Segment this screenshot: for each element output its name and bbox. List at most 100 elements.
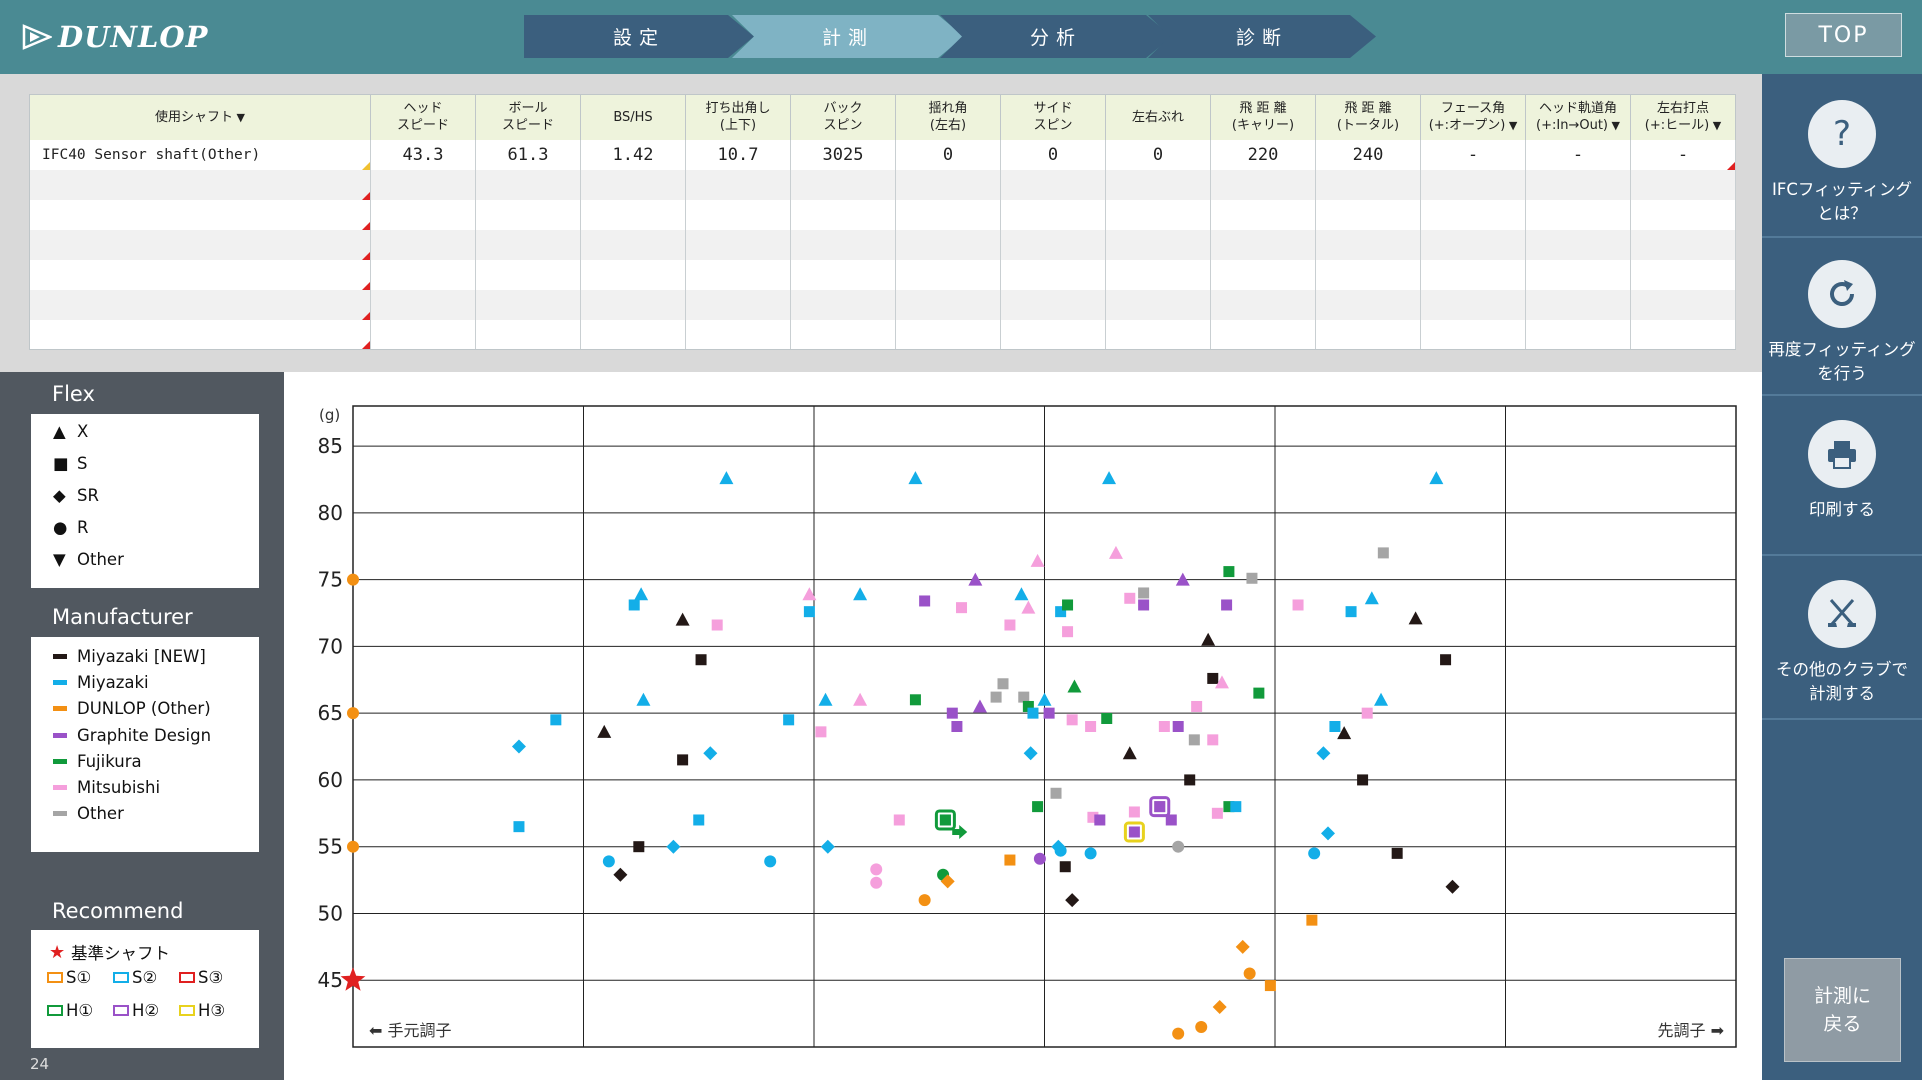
value-cell: [580, 199, 686, 230]
data-point-square: [1246, 572, 1258, 584]
back-to-measure-button[interactable]: 計測に 戻る: [1784, 958, 1901, 1062]
value-cell: [685, 229, 791, 260]
recommend-legend-item: S②: [113, 968, 157, 987]
data-point-square: [1158, 721, 1170, 732]
color-swatch-icon: [53, 680, 67, 686]
top-button[interactable]: TOP: [1785, 13, 1902, 57]
recommend-legend-item: H③: [179, 1001, 225, 1020]
column-header: 飛 距 離 (トータル): [1315, 94, 1421, 140]
value-cell: [1420, 229, 1526, 260]
sidebar-item-print[interactable]: 印刷する: [1762, 420, 1922, 556]
header-line: スピン: [1033, 118, 1073, 134]
flex-legend: ▲ X ■ S ◆ SR ● R ▼ Other: [31, 414, 259, 588]
flex-legend-item-sr: ◆ SR: [53, 486, 99, 505]
shaft-name-cell: [29, 259, 371, 290]
value-cell: 3025: [790, 139, 896, 170]
star-icon: ★: [49, 941, 66, 963]
data-point-square: [1391, 847, 1403, 859]
data-point-diamond: [1445, 879, 1460, 894]
header-line: 左右ぶれ: [1131, 109, 1184, 125]
data-point-square: [695, 654, 707, 666]
step-diagnosis[interactable]: 診断: [1148, 15, 1376, 58]
table-row[interactable]: [29, 319, 1736, 350]
color-swatch-icon: [53, 706, 67, 712]
data-point-square: [1062, 626, 1074, 638]
value-cell: [1210, 169, 1316, 200]
step-settings[interactable]: 設定: [524, 15, 754, 58]
data-point-triangle: [1037, 692, 1052, 706]
data-point-triangle: [675, 612, 690, 626]
dropdown-arrow-icon[interactable]: ▼: [233, 110, 245, 124]
flex-legend-item-other: ▼ Other: [53, 550, 124, 569]
column-header[interactable]: 左右打点 (+:ヒール) ▼: [1630, 94, 1736, 140]
outline-square-icon: [113, 1005, 129, 1016]
cell-text: 0: [1152, 144, 1164, 165]
value-cell: -: [1420, 139, 1526, 170]
value-cell: [790, 199, 896, 230]
value-cell: [475, 199, 581, 230]
dropdown-arrow-icon[interactable]: ▼: [1709, 119, 1722, 133]
data-point-triangle: [818, 692, 833, 706]
data-point-triangle: [853, 692, 868, 706]
value-cell: [790, 259, 896, 290]
step-measure[interactable]: 計測: [732, 15, 964, 58]
step-analysis[interactable]: 分析: [940, 15, 1172, 58]
brand-name: DUNLOP: [58, 20, 209, 54]
comment-marker-icon: [362, 161, 370, 170]
column-header[interactable]: 使用シャフト ▼: [29, 94, 371, 140]
refresh-icon: [1808, 260, 1876, 328]
data-point-square: [1184, 774, 1196, 786]
sidebar-label: を行う: [1817, 364, 1867, 383]
sidebar-item-about-ifc[interactable]: ? IFCフィッティング とは？: [1762, 100, 1922, 238]
data-point-diamond: [1235, 939, 1250, 954]
outline-square-icon: [47, 1005, 63, 1016]
data-point-square: [815, 726, 827, 738]
value-cell: [1525, 259, 1631, 290]
value-cell: [790, 289, 896, 320]
legend-label: SR: [77, 486, 99, 505]
table-row[interactable]: [29, 259, 1736, 290]
table-row[interactable]: IFC40 Sensor shaft(Other) 43.3 61.3 1.42 10.…: [29, 139, 1736, 170]
sidebar-item-refit[interactable]: 再度フィッティング を行う: [1762, 260, 1922, 396]
table-row[interactable]: [29, 229, 1736, 260]
header-line: バック: [823, 101, 863, 117]
manufacturer-legend-title: Manufacturer: [52, 605, 193, 629]
data-point-square: [1066, 714, 1078, 726]
table-row[interactable]: [29, 289, 1736, 320]
cell-text: -: [1467, 144, 1479, 165]
down-triangle-icon: ▼: [53, 550, 66, 569]
shaft-name-cell: IFC40 Sensor shaft(Other): [29, 139, 371, 170]
data-point-square: [919, 595, 931, 607]
value-cell: [475, 289, 581, 320]
data-point-square: [1128, 806, 1140, 818]
legend-label: Miyazaki [NEW]: [77, 647, 206, 666]
comment-marker-icon: [362, 311, 370, 320]
data-point-diamond: [1212, 999, 1227, 1014]
header-line: ヘッド: [403, 101, 443, 117]
y-tick-label: 75: [318, 568, 343, 592]
header-line: サイド: [1033, 101, 1073, 117]
value-cell: [1315, 259, 1421, 290]
step-label: 設定: [612, 27, 665, 49]
data-point-square: [711, 619, 723, 631]
data-point-square: [1101, 712, 1113, 724]
table-row[interactable]: [29, 199, 1736, 230]
data-point-square: [1032, 801, 1044, 813]
value-cell: [370, 259, 476, 290]
left-direction-label: ⬅ 手元調子: [369, 1021, 452, 1040]
dropdown-arrow-icon[interactable]: ▼: [1505, 119, 1518, 133]
data-point-triangle: [1429, 471, 1444, 485]
value-cell: [1000, 169, 1106, 200]
data-point-square: [1085, 721, 1097, 732]
recommend-legend-item: H①: [47, 1001, 93, 1020]
table-row[interactable]: [29, 169, 1736, 200]
baseline-shaft-legend: ★ 基準シャフト: [49, 940, 170, 964]
header-line: BS/HS: [613, 109, 653, 125]
data-point-arrow: [952, 824, 968, 839]
value-cell: [685, 169, 791, 200]
sidebar-item-other-club[interactable]: その他のクラブで 計測する: [1762, 580, 1922, 720]
column-header[interactable]: ヘッド軌道角 (+:In→Out) ▼: [1525, 94, 1631, 140]
column-header[interactable]: フェース角 (+:オープン) ▼: [1420, 94, 1526, 140]
data-point-triangle: [1102, 471, 1117, 485]
dropdown-arrow-icon[interactable]: ▼: [1607, 119, 1620, 133]
